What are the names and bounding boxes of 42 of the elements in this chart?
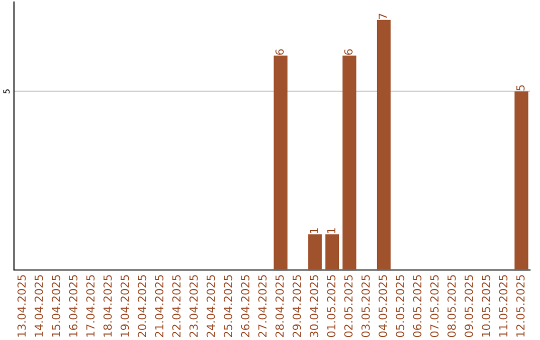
- x-tick-label: 24.04.2025: [206, 275, 216, 337]
- bar: [514, 91, 528, 270]
- x-tick-label: 13.04.2025: [17, 275, 26, 337]
- x-tick-label: 22.04.2025: [172, 275, 181, 337]
- x-tick-label: 30.04.2025: [310, 275, 318, 337]
- x-tick-label: 08.05.2025: [447, 275, 456, 338]
- x-tick-label: 23.04.2025: [189, 275, 198, 337]
- data-label: 5: [516, 85, 525, 90]
- x-tick-label: 01.05.2025: [327, 275, 336, 338]
- bar: [376, 20, 391, 270]
- x-tick-label: 14.04.2025: [34, 275, 44, 337]
- x-tick-label: 29.04.2025: [292, 275, 302, 337]
- x-tick-label: 21.04.2025: [155, 275, 164, 337]
- x-tick-label: 03.05.2025: [361, 275, 370, 338]
- bar: [342, 56, 356, 270]
- x-tick-label: 17.04.2025: [86, 275, 95, 337]
- x-tick-label: 06.05.2025: [413, 275, 422, 338]
- x-tick-label: 02.05.2025: [344, 275, 353, 338]
- data-label: 1: [310, 228, 318, 234]
- x-tick-label: 18.04.2025: [103, 275, 112, 337]
- bar: [308, 234, 322, 270]
- x-tick-label: 20.04.2025: [138, 275, 146, 337]
- x-tick-label: 16.04.2025: [69, 275, 78, 337]
- x-tick-label: 12.05.2025: [516, 275, 525, 337]
- x-tick-label: 09.05.2025: [464, 275, 474, 338]
- x-tick-label: 11.05.2025: [499, 275, 508, 337]
- x-tick-label: 04.05.2025: [378, 275, 388, 338]
- x-tick-label: 27.04.2025: [258, 275, 267, 337]
- x-tick-label: 28.04.2025: [275, 275, 284, 337]
- data-label: 1: [327, 228, 336, 234]
- x-tick-label: 26.04.2025: [241, 275, 250, 337]
- x-tick-label: 05.05.2025: [396, 275, 404, 338]
- x-tick-label: 25.04.2025: [224, 275, 232, 337]
- x-tick-label: 10.05.2025: [482, 275, 490, 337]
- bar: [325, 234, 340, 270]
- data-label: 7: [378, 14, 387, 19]
- data-label: 6: [275, 49, 284, 55]
- x-tick-label: 15.04.2025: [52, 275, 60, 337]
- x-tick-label: 07.05.2025: [430, 275, 439, 338]
- x-tick-label: 19.04.2025: [120, 275, 130, 337]
- data-label: 6: [344, 49, 353, 55]
- bar: [274, 56, 288, 270]
